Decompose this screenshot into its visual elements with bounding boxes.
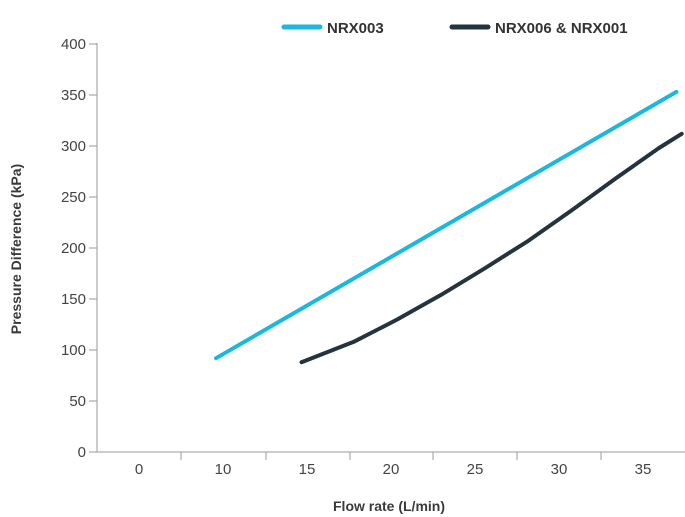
x-tick-label-20: 20 <box>383 461 400 478</box>
y-tick-label-300: 300 <box>61 138 86 155</box>
y-tick-label-100: 100 <box>61 342 86 359</box>
y-tick-label-400: 400 <box>61 36 86 53</box>
x-tick-label-10: 10 <box>215 461 232 478</box>
x-axis: 0 10 15 20 25 30 35 <box>97 451 685 478</box>
y-tick-label-50: 50 <box>69 393 86 410</box>
y-axis: 0 50 100 150 200 250 300 350 400 <box>61 36 98 461</box>
legend-label-nrx003: NRX003 <box>327 20 384 37</box>
x-tick-label-25: 25 <box>467 461 484 478</box>
x-tick-label-30: 30 <box>551 461 568 478</box>
series-layer <box>214 89 684 365</box>
y-tick-label-0: 0 <box>78 444 86 461</box>
y-tick-label-150: 150 <box>61 291 86 308</box>
y-axis-title: Pressure Difference (kPa) <box>8 164 24 334</box>
legend-label-nrx006-nrx001: NRX006 & NRX001 <box>495 20 628 37</box>
x-tick-label-35: 35 <box>635 461 652 478</box>
x-tick-label-15: 15 <box>299 461 316 478</box>
x-axis-title: Flow rate (L/min) <box>333 498 445 514</box>
series-line-0 <box>214 89 679 361</box>
series-line-1 <box>299 131 684 365</box>
y-tick-label-250: 250 <box>61 189 86 206</box>
x-tick-label-0: 0 <box>135 461 143 478</box>
y-tick-label-350: 350 <box>61 87 86 104</box>
y-tick-label-200: 200 <box>61 240 86 257</box>
legend: NRX003 NRX006 & NRX001 <box>281 20 628 37</box>
